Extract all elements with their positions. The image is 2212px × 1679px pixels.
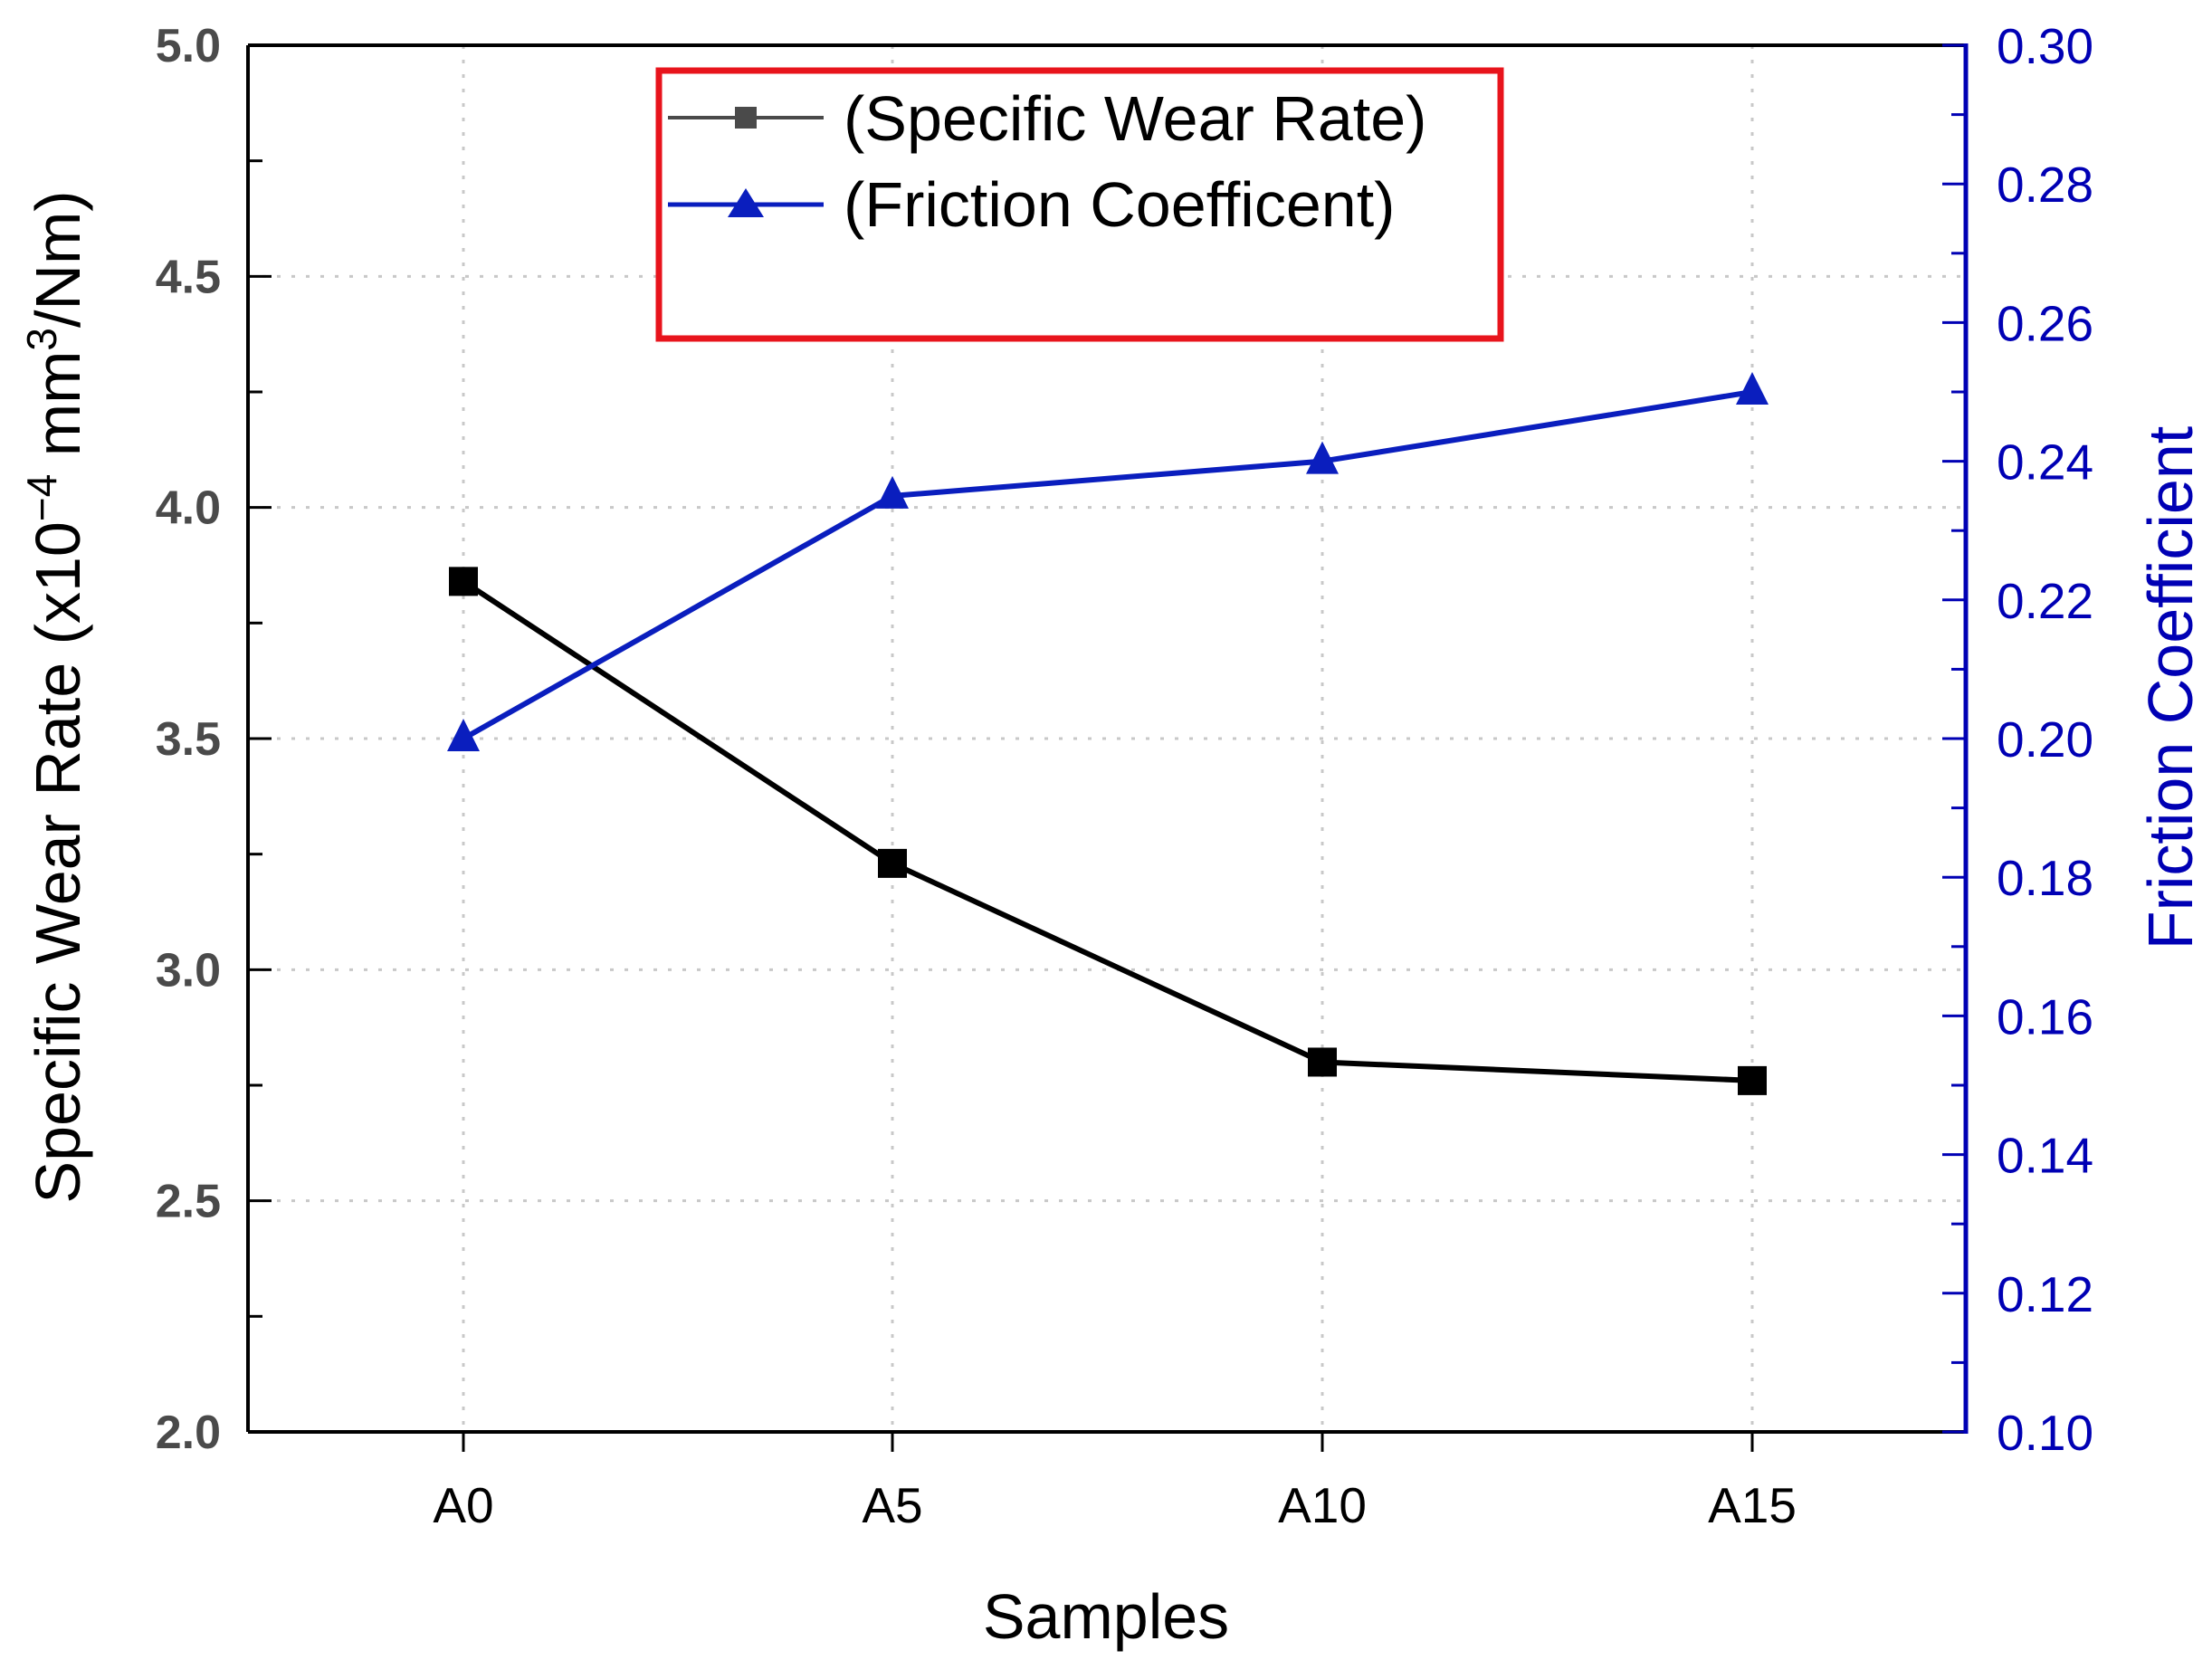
y-left-label-mid: mm xyxy=(23,351,93,474)
wear-rate-marker xyxy=(449,567,478,596)
y-right-tick-label: 0.10 xyxy=(1997,1405,2093,1461)
y-left-label-suffix: /Nm) xyxy=(23,190,93,328)
y-left-tick-label: 3.5 xyxy=(156,713,221,766)
y-right-tick-label: 0.22 xyxy=(1997,573,2093,629)
wear-rate-marker xyxy=(1738,1065,1767,1095)
y-left-tick-label: 2.0 xyxy=(156,1407,221,1459)
y-axis-left-label: Specific Wear Rate (x10−4 mm3/Nm) xyxy=(18,190,93,1203)
y-right-tick-label: 0.18 xyxy=(1997,850,2093,906)
series-plot xyxy=(447,372,1769,1095)
y-left-label-exp1: −4 xyxy=(18,474,65,521)
friction-marker xyxy=(876,475,909,509)
y-right-tick-label: 0.30 xyxy=(1997,18,2093,74)
x-axis-label: Samples xyxy=(983,1581,1229,1652)
y-left-tick-label: 4.0 xyxy=(156,482,221,535)
y-left-label-prefix: Specific Wear Rate (x10 xyxy=(23,521,93,1203)
y-right-tick-label: 0.14 xyxy=(1997,1128,2093,1184)
x-tick-label: A10 xyxy=(1278,1477,1367,1533)
y-right-tick-label: 0.12 xyxy=(1997,1266,2093,1322)
y-right-tick-label: 0.24 xyxy=(1997,434,2093,491)
legend: (Specific Wear Rate) (Friction Coefficen… xyxy=(655,67,1504,342)
friction-marker xyxy=(1736,372,1769,405)
wear-rate-marker xyxy=(878,848,907,878)
legend-label-friction: (Friction Coefficent) xyxy=(844,169,1395,240)
y-left-label-exp2: 3 xyxy=(18,328,65,351)
tick-labels: 2.0 2.5 3.0 3.5 4.0 4.5 5.0 0.10 0.12 0.14 0.16 0.1… xyxy=(156,18,2093,1533)
wear-rate-line xyxy=(462,578,1753,1083)
tick-marks xyxy=(248,43,1966,1452)
friction-line xyxy=(462,389,1753,741)
legend-label-wear: (Specific Wear Rate) xyxy=(844,83,1426,154)
y-left-tick-label: 3.0 xyxy=(156,944,221,997)
y-right-tick-label: 0.28 xyxy=(1997,157,2093,213)
friction-marker xyxy=(1306,441,1339,474)
y-axis-right-label: Friction Coefficient xyxy=(2135,426,2206,949)
y-left-tick-label: 2.5 xyxy=(156,1176,221,1228)
y-left-tick-label: 5.0 xyxy=(156,20,221,72)
y-left-tick-label: 4.5 xyxy=(156,251,221,303)
wear-rate-marker xyxy=(1308,1047,1337,1077)
x-tick-label: A5 xyxy=(862,1477,922,1533)
y-right-tick-label: 0.16 xyxy=(1997,988,2093,1045)
x-tick-label: A15 xyxy=(1708,1477,1797,1533)
y-right-tick-label: 0.26 xyxy=(1997,295,2093,351)
legend-swatch-friction-marker xyxy=(728,188,764,217)
friction-marker xyxy=(447,719,480,751)
x-tick-label: A0 xyxy=(433,1477,493,1533)
legend-swatch-wear-marker xyxy=(735,107,757,129)
y-right-tick-label: 0.20 xyxy=(1997,711,2093,768)
